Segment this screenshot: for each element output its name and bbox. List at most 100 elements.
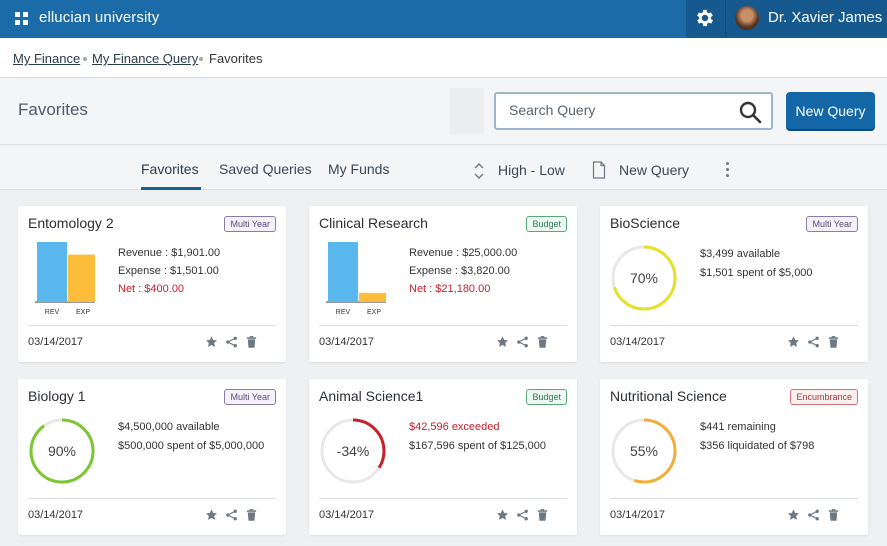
topbar-divider bbox=[725, 0, 726, 38]
percent-label: 90% bbox=[47, 443, 77, 459]
net-text: Net : $400.00 bbox=[118, 283, 185, 295]
card-date: 03/14/2017 bbox=[319, 336, 375, 348]
fund-type-badge: Multi Year bbox=[224, 216, 276, 232]
share-icon[interactable] bbox=[807, 335, 820, 349]
share-icon[interactable] bbox=[516, 335, 529, 349]
top-bar: ellucian university Dr. Xavier James bbox=[0, 0, 887, 38]
app-grid-icon[interactable] bbox=[15, 12, 28, 25]
card-stats: $42,596 exceeded $167,596 spent of $125,… bbox=[409, 418, 546, 456]
breadcrumb-my-finance-query[interactable]: My Finance Query bbox=[92, 51, 199, 66]
card-title: Clinical Research bbox=[319, 215, 428, 231]
fund-type-badge: Multi Year bbox=[806, 216, 858, 232]
trash-icon[interactable] bbox=[827, 508, 840, 522]
progress-ring bbox=[611, 245, 677, 311]
fund-card[interactable]: Biology 1 Multi Year 90% $4,500,000 avai… bbox=[18, 379, 286, 535]
search-icon[interactable] bbox=[738, 100, 762, 124]
card-title: Entomology 2 bbox=[28, 215, 114, 231]
breadcrumb-separator bbox=[83, 57, 87, 61]
breadcrumb-my-finance[interactable]: My Finance bbox=[13, 51, 81, 66]
card-actions bbox=[787, 508, 840, 522]
card-actions bbox=[496, 508, 549, 522]
percent-label: -34% bbox=[336, 443, 370, 459]
star-icon[interactable] bbox=[205, 508, 218, 522]
revenue-text: Revenue : $25,000.00 bbox=[409, 247, 518, 259]
progress-ring bbox=[320, 418, 386, 484]
trash-icon[interactable] bbox=[536, 335, 549, 349]
progress-ring bbox=[29, 418, 95, 484]
star-icon[interactable] bbox=[787, 335, 800, 349]
card-title: Animal Science1 bbox=[319, 388, 424, 404]
avatar[interactable] bbox=[735, 6, 759, 30]
search-box[interactable] bbox=[494, 92, 773, 130]
card-date: 03/14/2017 bbox=[28, 336, 84, 348]
fund-card[interactable]: Nutritional Science Encumbrance 55% $441… bbox=[600, 379, 868, 535]
trash-icon[interactable] bbox=[245, 335, 258, 349]
exp-axis-label: EXP bbox=[367, 309, 381, 316]
card-actions bbox=[787, 335, 840, 349]
liquidated-text: $356 liquidated of $798 bbox=[700, 440, 815, 452]
progress-arc bbox=[611, 418, 677, 484]
card-title: Biology 1 bbox=[28, 388, 86, 404]
fund-type-badge: Budget bbox=[526, 389, 567, 405]
tab-my-funds[interactable]: My Funds bbox=[328, 161, 390, 177]
revenue-expense-bar-chart: REV EXP bbox=[35, 242, 95, 316]
star-icon[interactable] bbox=[496, 508, 509, 522]
trash-icon[interactable] bbox=[245, 508, 258, 522]
brand-name: ellucian university bbox=[39, 9, 160, 26]
card-actions bbox=[205, 335, 258, 349]
share-icon[interactable] bbox=[225, 508, 238, 522]
fund-card[interactable]: Entomology 2 Multi Year REV EXP Revenue … bbox=[18, 206, 286, 362]
new-query-button[interactable]: New Query bbox=[786, 92, 875, 129]
spent-text: $1,501 spent of $5,000 bbox=[700, 267, 813, 279]
exp-axis-label: EXP bbox=[76, 309, 90, 316]
sort-icon[interactable] bbox=[472, 162, 486, 180]
search-input[interactable] bbox=[509, 102, 729, 118]
fund-type-badge: Multi Year bbox=[224, 389, 276, 405]
fund-type-badge: Budget bbox=[526, 216, 567, 232]
star-icon[interactable] bbox=[787, 508, 800, 522]
card-divider bbox=[610, 498, 858, 499]
tab-saved-queries[interactable]: Saved Queries bbox=[219, 161, 312, 177]
tab-bar: Favorites Saved Queries My Funds High - … bbox=[0, 146, 887, 190]
user-name[interactable]: Dr. Xavier James bbox=[768, 9, 883, 26]
sort-order-label[interactable]: High - Low bbox=[498, 162, 565, 178]
available-text: $4,500,000 available bbox=[118, 421, 220, 433]
percent-label: 55% bbox=[629, 443, 659, 459]
expense-text: Expense : $3,820.00 bbox=[409, 265, 510, 277]
share-icon[interactable] bbox=[225, 335, 238, 349]
trash-icon[interactable] bbox=[827, 335, 840, 349]
card-date: 03/14/2017 bbox=[319, 509, 375, 521]
spent-text: $167,596 spent of $125,000 bbox=[409, 440, 547, 452]
fund-card[interactable]: Clinical Research Budget REV EXP Revenue… bbox=[309, 206, 577, 362]
tab-favorites[interactable]: Favorites bbox=[141, 161, 199, 177]
new-query-link[interactable]: New Query bbox=[619, 162, 690, 178]
revenue-bar bbox=[37, 242, 67, 302]
expense-bar bbox=[68, 254, 95, 302]
more-options-icon[interactable] bbox=[726, 162, 730, 178]
card-stats: $441 remaining $356 liquidated of $798 bbox=[700, 418, 814, 456]
card-divider bbox=[610, 325, 858, 326]
breadcrumb-current: Favorites bbox=[209, 51, 263, 66]
page-title: Favorites bbox=[18, 100, 88, 119]
star-icon[interactable] bbox=[205, 335, 218, 349]
card-date: 03/14/2017 bbox=[28, 509, 84, 521]
share-icon[interactable] bbox=[807, 508, 820, 522]
gear-icon[interactable] bbox=[694, 7, 716, 29]
trash-icon[interactable] bbox=[536, 508, 549, 522]
percent-label: 70% bbox=[629, 270, 659, 286]
user-area bbox=[686, 0, 887, 38]
placeholder-box bbox=[450, 88, 484, 134]
card-actions bbox=[205, 508, 258, 522]
star-icon[interactable] bbox=[496, 335, 509, 349]
document-icon[interactable] bbox=[592, 161, 606, 179]
card-actions bbox=[496, 335, 549, 349]
breadcrumb-separator bbox=[199, 57, 203, 61]
breadcrumb: My Finance My Finance Query Favorites bbox=[0, 38, 887, 78]
progress-arc bbox=[611, 245, 677, 311]
card-stats: Revenue : $25,000.00 Expense : $3,820.00… bbox=[409, 244, 517, 298]
fund-card[interactable]: Animal Science1 Budget -34% $42,596 exce… bbox=[309, 379, 577, 535]
card-title: BioScience bbox=[610, 215, 681, 231]
share-icon[interactable] bbox=[516, 508, 529, 522]
rev-axis-label: REV bbox=[336, 309, 351, 316]
fund-card[interactable]: BioScience Multi Year 70% $3,499 availab… bbox=[600, 206, 868, 362]
